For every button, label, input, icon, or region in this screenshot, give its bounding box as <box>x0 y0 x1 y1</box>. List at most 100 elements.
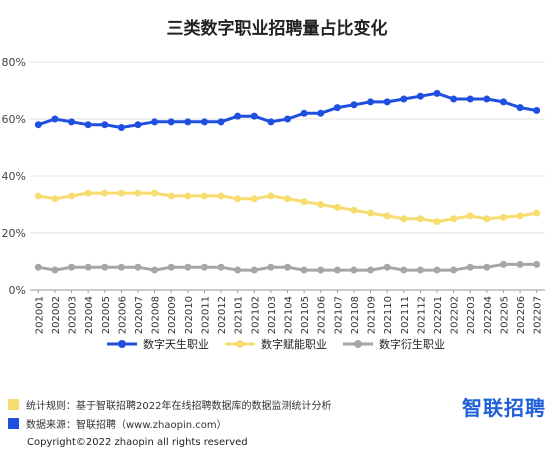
footer-rule-text: 统计规则：基于智联招聘2022年在线招聘数据库的数据监测统计分析 <box>26 401 332 412</box>
series-1-point <box>433 218 441 226</box>
series-1-point <box>400 215 408 223</box>
series-2-point <box>250 266 258 274</box>
series-0-point <box>84 121 92 129</box>
series-1-point <box>101 189 109 197</box>
x-tick-label: 202009 <box>167 296 178 334</box>
series-0-point <box>317 109 325 117</box>
series-0-point <box>367 98 375 106</box>
x-tick-label: 202205 <box>499 296 510 334</box>
series-1-point <box>250 195 258 203</box>
x-tick-label: 202106 <box>317 296 328 334</box>
x-tick-label: 202207 <box>533 296 544 334</box>
x-tick-label: 202112 <box>416 296 427 334</box>
series-2-point <box>533 260 541 268</box>
y-tick-label: 40% <box>2 170 26 183</box>
source-color-square <box>8 418 19 429</box>
series-0-point <box>284 115 291 123</box>
series-1-point <box>51 195 59 203</box>
series-2-point <box>117 263 125 271</box>
y-tick-label: 60% <box>2 113 26 126</box>
legend-swatch-marker <box>236 340 244 348</box>
footer-source-text: 数据来源：智联招聘（www.zhaopin.com） <box>26 420 227 431</box>
series-2-point <box>267 263 275 271</box>
series-0-point <box>234 112 242 120</box>
y-tick-label: 20% <box>2 227 26 240</box>
series-2-point <box>84 263 92 271</box>
series-2-point <box>350 266 358 274</box>
series-1-point <box>317 201 325 208</box>
x-tick-label: 202110 <box>383 296 394 334</box>
series-2-point <box>184 263 192 271</box>
series-2-point <box>450 266 458 274</box>
series-1-point <box>234 195 242 203</box>
series-2-point <box>416 266 424 274</box>
series-2-point <box>151 266 159 274</box>
series-0-point <box>184 118 192 126</box>
series-0-point <box>134 121 142 129</box>
x-tick-label: 202111 <box>400 296 411 334</box>
series-1-point <box>333 203 341 211</box>
series-0-point <box>34 121 42 129</box>
series-2-point <box>483 263 491 271</box>
series-2-point <box>433 266 441 274</box>
series-2-point <box>234 266 242 274</box>
series-0-point <box>267 118 275 126</box>
series-2-point <box>400 266 408 274</box>
series-1-point <box>167 192 175 200</box>
series-0-point <box>433 89 441 97</box>
series-0-point <box>68 118 76 126</box>
series-0-point <box>300 109 308 117</box>
x-tick-label: 202010 <box>184 296 195 334</box>
legend-swatch-marker <box>118 340 126 348</box>
legend-label: 数字赋能职业 <box>261 337 327 351</box>
series-0-point <box>250 112 258 120</box>
series-2-point <box>317 266 325 274</box>
series-2-point <box>284 263 291 271</box>
legend-label: 数字衍生职业 <box>379 337 445 351</box>
series-1-point <box>200 192 208 200</box>
series-1-point <box>284 195 291 203</box>
x-tick-label: 202103 <box>267 296 278 334</box>
series-1-point <box>134 189 142 197</box>
series-2-point <box>516 260 524 268</box>
series-1-point <box>499 213 507 221</box>
series-1-point <box>267 192 275 200</box>
series-2-point <box>217 263 225 271</box>
series-0-point <box>516 104 524 112</box>
x-tick-label: 202101 <box>234 296 245 334</box>
x-tick-label: 202204 <box>483 296 494 334</box>
x-tick-label: 202202 <box>450 296 461 334</box>
y-tick-label: 0% <box>9 284 26 297</box>
x-tick-label: 202007 <box>134 296 145 334</box>
series-2-point <box>134 263 142 271</box>
series-2-point <box>68 263 76 271</box>
series-1-point <box>450 215 458 223</box>
series-0-point <box>533 106 541 114</box>
series-1-point <box>350 206 358 214</box>
zhaopin-logo: 智联招聘 <box>462 396 546 420</box>
series-2-point <box>167 263 175 271</box>
series-0-point <box>200 118 208 126</box>
series-0-point <box>151 118 159 126</box>
series-2-point <box>333 266 341 274</box>
legend-label: 数字天生职业 <box>143 337 209 351</box>
series-2-point <box>466 263 474 271</box>
series-2-point <box>51 266 59 274</box>
series-1-point <box>84 189 92 197</box>
series-2-point <box>200 263 208 271</box>
series-1-point <box>516 212 524 220</box>
series-0-point <box>117 124 125 132</box>
x-tick-label: 202105 <box>300 296 311 334</box>
x-tick-label: 202102 <box>250 296 261 334</box>
series-2-point <box>383 263 391 271</box>
series-0-point <box>217 118 225 126</box>
series-2-point <box>101 263 109 271</box>
series-1-point <box>466 212 474 220</box>
series-0-point <box>483 95 491 103</box>
footer-rule: 统计规则：基于智联招聘2022年在线招聘数据库的数据监测统计分析 <box>8 397 331 412</box>
series-0-point <box>499 98 507 106</box>
series-1-point <box>300 198 308 206</box>
x-tick-label: 202109 <box>367 296 378 334</box>
series-0-point <box>383 98 391 106</box>
